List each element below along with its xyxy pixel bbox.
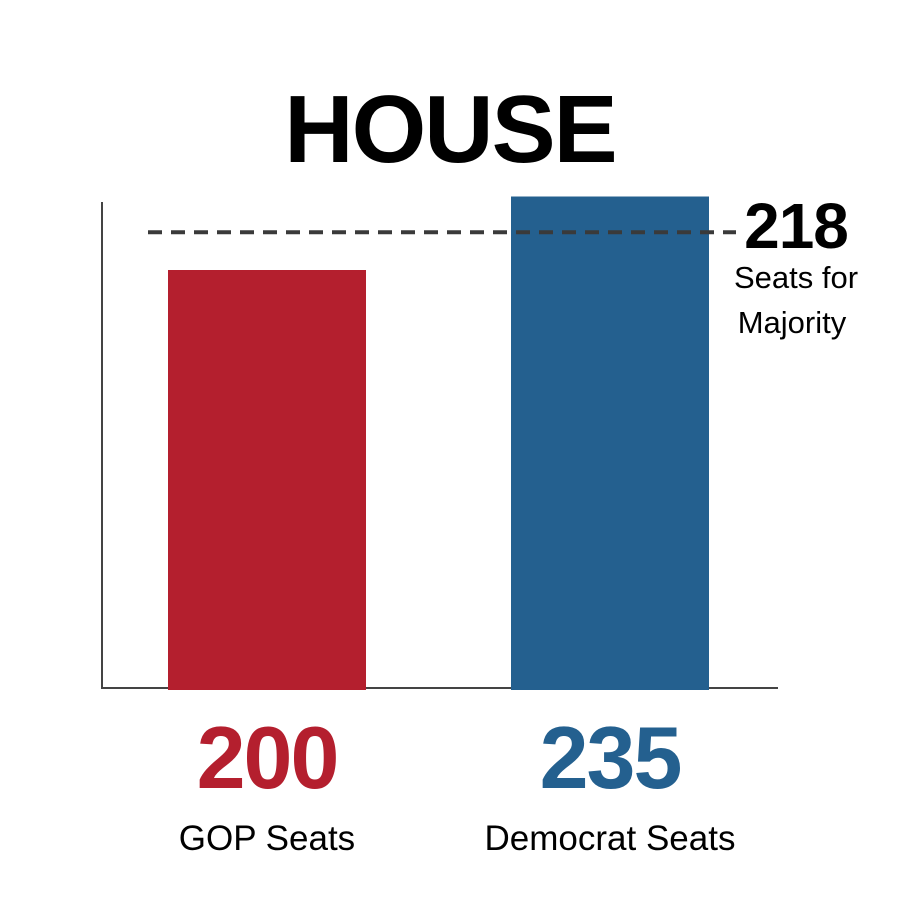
bar-democrat — [511, 196, 709, 690]
bar-gop — [168, 270, 366, 690]
majority-threshold-value: 218 — [744, 190, 848, 262]
value-label-gop: 200 — [197, 708, 338, 807]
majority-label-line-2: Majority — [738, 305, 847, 340]
category-label-democrat: Democrat Seats — [485, 819, 736, 858]
chart-title: HOUSE — [284, 76, 615, 183]
category-label-gop: GOP Seats — [179, 819, 355, 858]
majority-label-line-1: Seats for — [734, 260, 858, 295]
value-label-democrat: 235 — [540, 708, 681, 807]
